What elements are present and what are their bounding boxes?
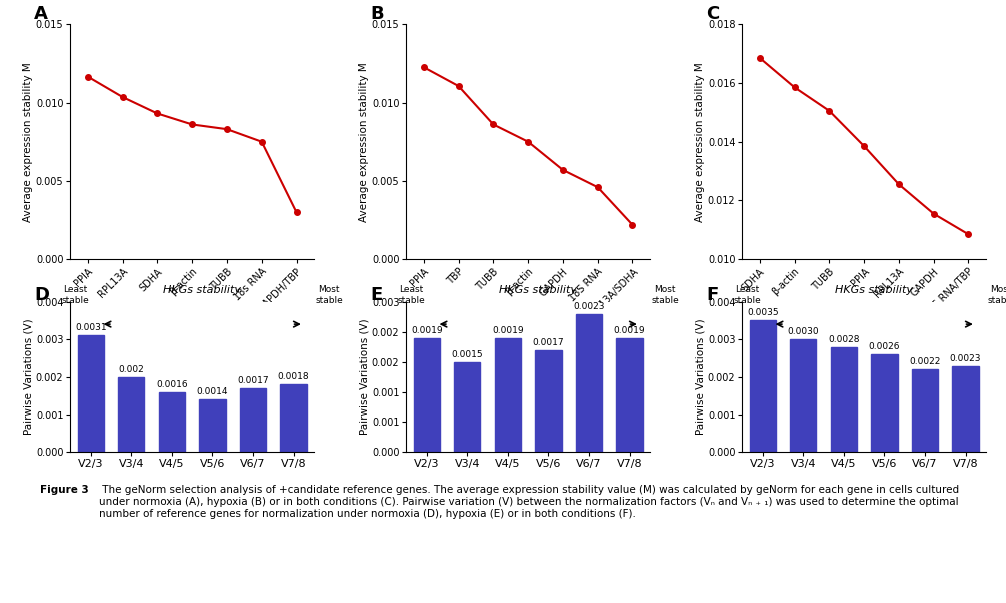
Bar	[575, 314, 603, 452]
Bar	[413, 338, 440, 452]
Bar	[454, 362, 481, 452]
Text: The geNorm selection analysis of +candidate reference genes. The average express: The geNorm selection analysis of +candid…	[99, 485, 959, 519]
Bar	[871, 354, 897, 452]
Text: Least
stable: Least stable	[397, 285, 426, 305]
Text: 0.0035: 0.0035	[746, 308, 779, 317]
Bar	[281, 385, 307, 452]
Text: 0.0014: 0.0014	[197, 388, 228, 397]
Text: HKGs stability: HKGs stability	[835, 285, 913, 295]
Text: 0.0015: 0.0015	[452, 350, 483, 359]
Text: 0.0019: 0.0019	[410, 326, 443, 335]
Y-axis label: Pairwise Variations (V): Pairwise Variations (V)	[695, 318, 705, 435]
Text: 0.0028: 0.0028	[828, 335, 859, 344]
Text: 0.0026: 0.0026	[869, 343, 900, 351]
Bar	[790, 339, 817, 452]
Text: 0.0022: 0.0022	[909, 358, 941, 366]
Bar	[199, 400, 225, 452]
Text: 0.0030: 0.0030	[788, 327, 819, 336]
Y-axis label: Average expression stability M: Average expression stability M	[359, 62, 369, 221]
Text: Most
stable: Most stable	[315, 285, 343, 305]
Text: 0.0017: 0.0017	[237, 376, 269, 385]
Text: 0.0023: 0.0023	[950, 353, 981, 362]
Text: 0.0018: 0.0018	[278, 373, 310, 382]
Bar	[953, 365, 979, 452]
Text: 0.002: 0.002	[119, 365, 144, 374]
Bar	[535, 350, 561, 452]
Bar	[239, 388, 267, 452]
Y-axis label: Average expression stability M: Average expression stability M	[695, 62, 705, 221]
Bar	[617, 338, 643, 452]
Bar	[831, 347, 857, 452]
Text: HKGs stability: HKGs stability	[499, 285, 577, 295]
Text: 0.0031: 0.0031	[74, 323, 107, 332]
Bar	[749, 320, 776, 452]
Text: HKGs stability: HKGs stability	[163, 285, 241, 295]
Text: E: E	[370, 286, 382, 305]
Text: 0.0019: 0.0019	[614, 326, 646, 335]
Y-axis label: Pairwise Variations (V): Pairwise Variations (V)	[359, 318, 369, 435]
Y-axis label: Pairwise Variations (V): Pairwise Variations (V)	[23, 318, 33, 435]
Text: A: A	[34, 5, 47, 24]
Bar	[495, 338, 521, 452]
Text: 0.0016: 0.0016	[156, 380, 188, 389]
Text: 0.0019: 0.0019	[492, 326, 524, 335]
Text: D: D	[34, 286, 49, 305]
Text: 0.0017: 0.0017	[532, 338, 564, 347]
Text: C: C	[706, 5, 719, 24]
Text: Figure 3: Figure 3	[40, 485, 89, 496]
Y-axis label: Average expression stability M: Average expression stability M	[23, 62, 33, 221]
Bar	[911, 369, 939, 452]
Bar	[159, 392, 185, 452]
Bar	[77, 335, 104, 452]
Text: Most
stable: Most stable	[651, 285, 679, 305]
Text: F: F	[706, 286, 718, 305]
Text: Most
stable: Most stable	[987, 285, 1006, 305]
Text: B: B	[370, 5, 383, 24]
Text: Least
stable: Least stable	[733, 285, 762, 305]
Text: 0.0023: 0.0023	[573, 302, 605, 311]
Bar	[118, 377, 145, 452]
Text: Least
stable: Least stable	[61, 285, 90, 305]
